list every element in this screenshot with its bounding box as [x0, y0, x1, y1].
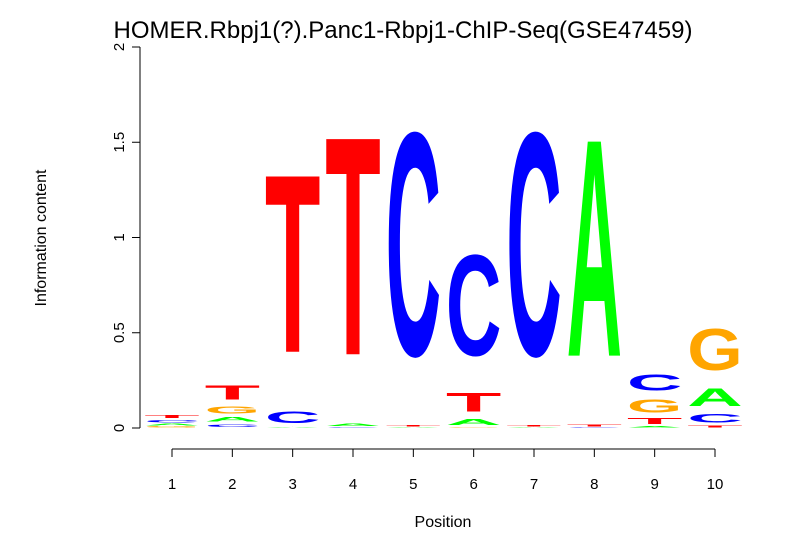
- letter-T: T: [205, 381, 261, 404]
- letter-C: C: [687, 412, 742, 425]
- x-tick-label: 1: [168, 476, 176, 493]
- x-tick-label: 6: [469, 476, 477, 493]
- x-tick-label: 8: [590, 476, 598, 493]
- letter-C: C: [325, 427, 380, 428]
- y-tick-label: 1: [111, 233, 128, 241]
- letter-T: T: [687, 425, 742, 428]
- letter-A: A: [265, 427, 320, 428]
- y-axis: 0 0.5 1 1.5 2: [111, 43, 141, 432]
- position-stack-3: ACT: [265, 121, 321, 428]
- letter-A: A: [506, 427, 561, 428]
- x-tick-label: 3: [288, 476, 296, 493]
- position-stack-4: CAT: [325, 72, 381, 428]
- letter-A: A: [446, 418, 501, 427]
- letter-A: A: [567, 76, 623, 423]
- y-tick-label: 1.5: [111, 132, 128, 153]
- x-tick-label: 2: [228, 476, 236, 493]
- letter-C: C: [567, 427, 622, 428]
- letter-A: A: [205, 416, 261, 423]
- letter-G: G: [205, 404, 260, 415]
- letter-C: C: [627, 370, 683, 396]
- letter-T: T: [446, 387, 502, 417]
- letter-T: T: [144, 414, 199, 419]
- y-tick-label: 0: [111, 424, 128, 432]
- position-stack-7: ATC: [506, 67, 562, 428]
- letter-T: T: [325, 72, 381, 421]
- letter-C: C: [386, 67, 442, 423]
- letter-A: A: [325, 423, 381, 427]
- y-tick-label: 0.5: [111, 322, 128, 343]
- letter-T: T: [627, 417, 683, 426]
- letter-G: G: [144, 426, 199, 428]
- letter-T: T: [506, 425, 562, 427]
- letter-C: C: [446, 225, 502, 386]
- letter-C: C: [265, 408, 321, 427]
- chart-title: HOMER.Rbpj1(?).Panc1-Rbpj1-ChIP-Seq(GSE4…: [114, 17, 693, 44]
- letter-T: T: [567, 424, 622, 427]
- y-tick-label: 2: [111, 43, 128, 51]
- x-tick-label: 10: [707, 476, 724, 493]
- x-tick-label: 4: [349, 476, 357, 493]
- letter-A: A: [144, 423, 200, 426]
- letter-G: G: [446, 427, 501, 428]
- x-tick-label: 5: [409, 476, 417, 493]
- letter-A: A: [386, 427, 441, 428]
- letter-A: A: [627, 426, 682, 428]
- letter-C: C: [205, 423, 260, 427]
- letter-A: A: [687, 384, 743, 412]
- letter-T: T: [386, 425, 442, 427]
- x-tick-label: 7: [530, 476, 538, 493]
- x-axis-title: Position: [415, 514, 472, 531]
- x-axis: 1 2 3 4 5 6 7 8 9 10: [168, 448, 724, 493]
- letter-T: T: [265, 121, 321, 406]
- position-stack-5: ATC: [386, 67, 442, 428]
- letter-C: C: [506, 67, 562, 423]
- y-axis-title: Information content: [33, 169, 50, 307]
- letter-G: G: [627, 396, 682, 417]
- position-stack-8: CTA: [567, 76, 623, 428]
- letter-G: G: [687, 317, 742, 383]
- letter-C: C: [144, 420, 200, 424]
- x-tick-label: 9: [650, 476, 658, 493]
